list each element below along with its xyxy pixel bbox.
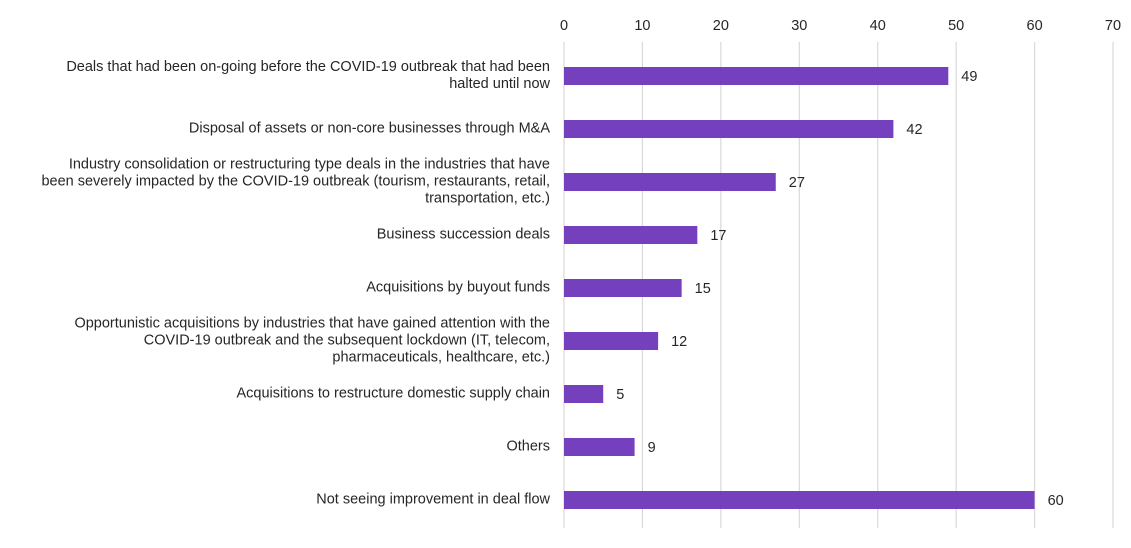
data-label: 42	[906, 122, 922, 138]
category-label: Acquisitions to restructure domestic sup…	[236, 385, 550, 402]
bar	[564, 332, 659, 350]
data-label: 9	[648, 440, 656, 456]
x-tick-label: 40	[870, 18, 886, 34]
bar	[564, 67, 949, 85]
bar	[564, 385, 604, 403]
data-label: 5	[616, 387, 624, 403]
category-label: Not seeing improvement in deal flow	[316, 491, 550, 508]
data-label: 12	[671, 334, 687, 350]
category-label: Disposal of assets or non-core businesse…	[188, 120, 550, 137]
bar	[564, 438, 635, 456]
x-tick-label: 60	[1027, 18, 1043, 34]
category-label: Industry consolidation or restructuring …	[41, 156, 550, 207]
x-tick-label: 10	[634, 18, 650, 34]
category-label: Acquisitions by buyout funds	[366, 279, 550, 296]
data-label: 49	[961, 69, 977, 85]
x-tick-label: 70	[1105, 18, 1121, 34]
bar	[564, 120, 894, 138]
x-tick-label: 50	[948, 18, 964, 34]
bar	[564, 226, 698, 244]
category-label: Others	[506, 438, 550, 455]
data-label: 15	[695, 281, 711, 297]
bar	[564, 491, 1035, 509]
x-tick-label: 30	[791, 18, 807, 34]
bar	[564, 173, 776, 191]
category-label: Business succession deals	[376, 226, 550, 243]
category-label: Deals that had been on-going before the …	[66, 59, 550, 92]
data-label: 60	[1048, 493, 1064, 509]
data-label: 17	[710, 228, 726, 244]
data-label: 27	[789, 175, 805, 191]
x-tick-label: 20	[713, 18, 729, 34]
bar	[564, 279, 682, 297]
x-tick-label: 0	[560, 18, 568, 34]
category-label: Opportunistic acquisitions by industries…	[74, 315, 550, 366]
